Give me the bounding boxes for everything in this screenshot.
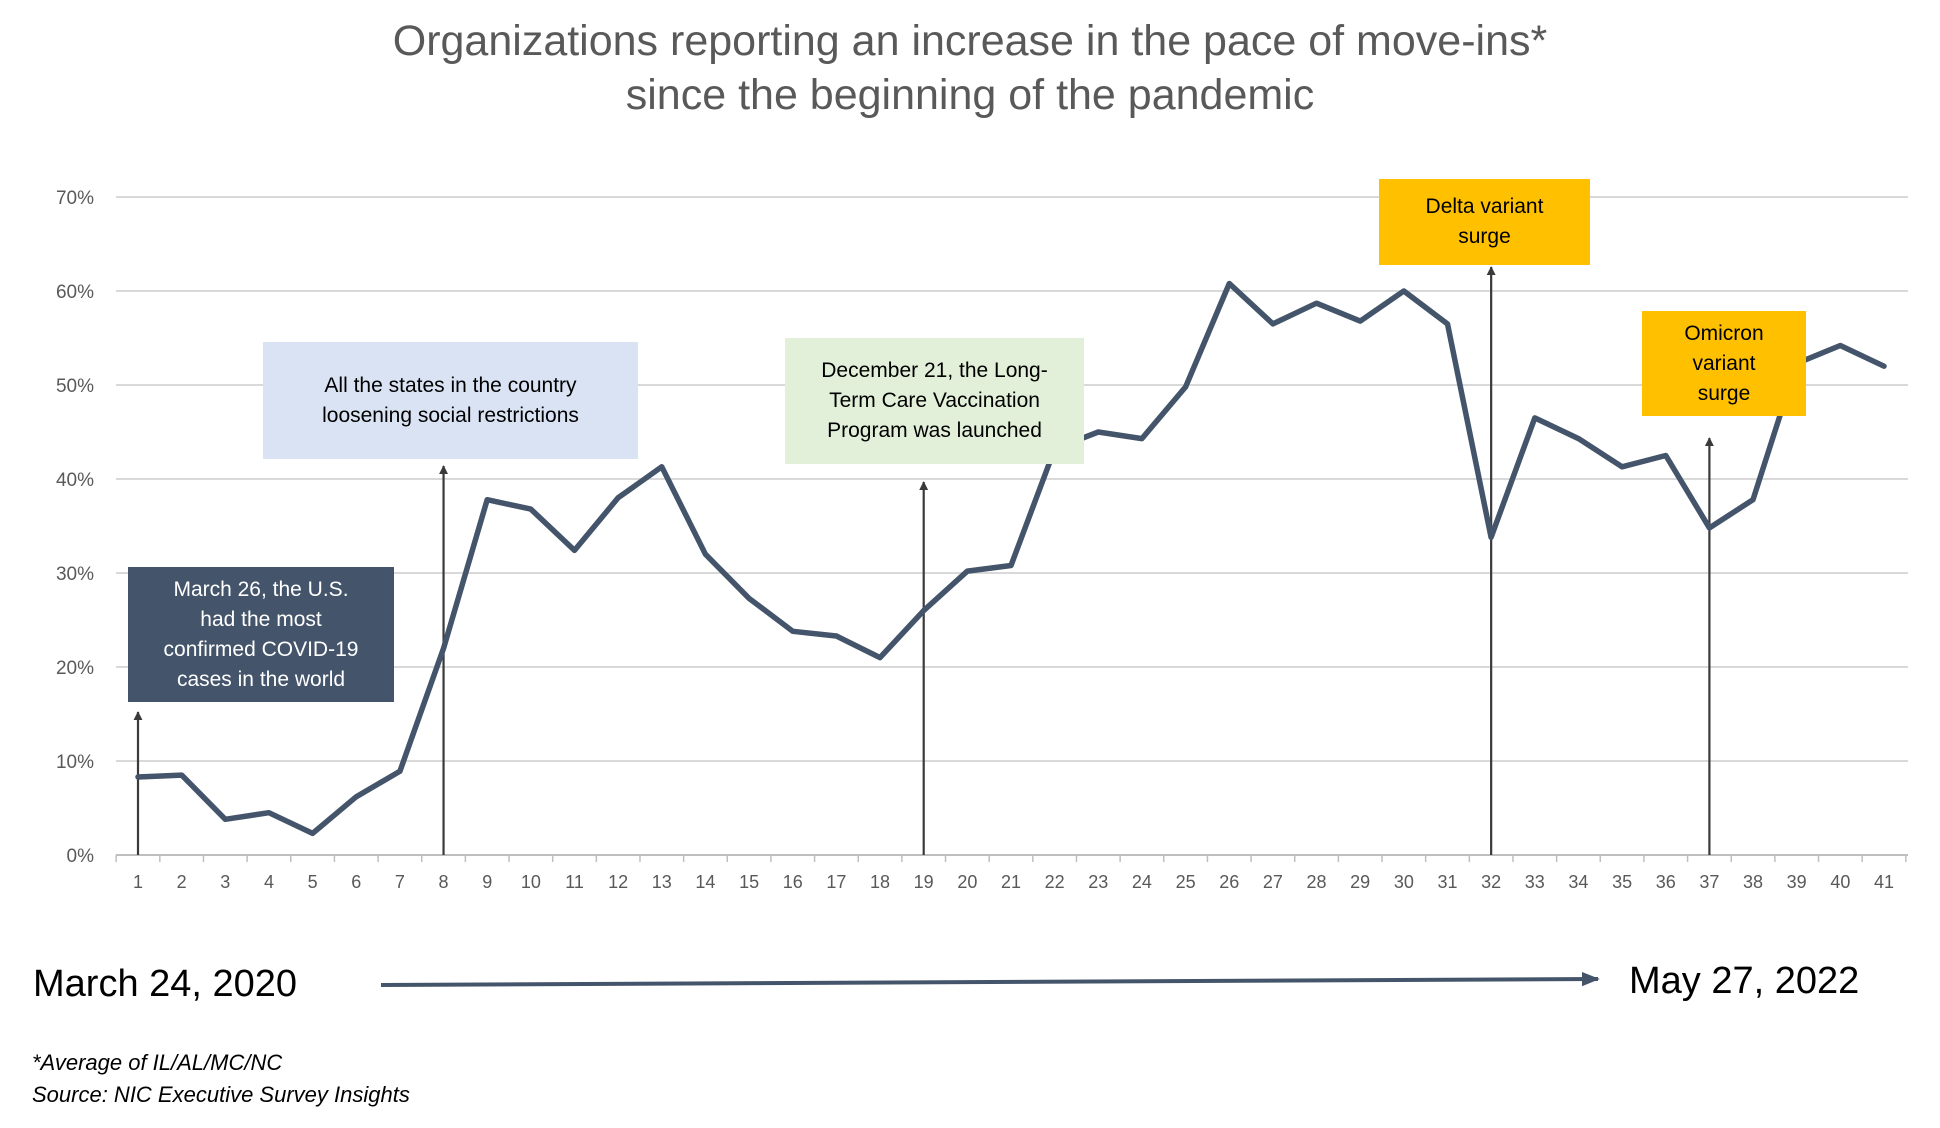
x-tick-label-16: 16 [783,872,803,892]
x-tick-label-21: 21 [1001,872,1021,892]
x-tick-label-38: 38 [1743,872,1763,892]
timeline-start-date: March 24, 2020 [33,963,298,1005]
callout-social-restrictions: All the states in the country loosening … [263,342,638,459]
x-tick-label-37: 37 [1699,872,1719,892]
callout-delta-variant: Delta variant surge [1379,179,1590,265]
y-tick-label-30: 30% [56,564,94,585]
x-tick-label-24: 24 [1132,872,1152,892]
x-tick-label-1: 1 [133,872,143,892]
x-tick-label-9: 9 [482,872,492,892]
callout-social-restrictions-text: All the states in the country loosening … [322,373,579,427]
callout-march-26-text: March 26, the U.S. had the most confirme… [163,577,359,691]
chart-title-line-2: since the beginning of the pandemic [625,71,1315,119]
y-tick-label-60: 60% [56,282,94,303]
x-tick-label-12: 12 [608,872,628,892]
x-tick-label-33: 33 [1525,872,1545,892]
y-tick-label-50: 50% [56,376,94,397]
x-tick-label-14: 14 [695,872,715,892]
x-tick-label-10: 10 [521,872,541,892]
x-tick-label-36: 36 [1656,872,1676,892]
callout-vaccination-program-text: December 21, the Long- Term Care Vaccina… [821,359,1048,442]
x-tick-label-17: 17 [826,872,846,892]
x-tick-label-22: 22 [1045,872,1065,892]
x-tick-label-2: 2 [177,872,187,892]
x-tick-label-15: 15 [739,872,759,892]
x-tick-label-35: 35 [1612,872,1632,892]
x-tick-label-20: 20 [957,872,977,892]
x-tick-label-27: 27 [1263,872,1283,892]
x-tick-label-31: 31 [1437,872,1457,892]
callout-vaccination-program: December 21, the Long- Term Care Vaccina… [785,338,1084,464]
x-tick-label-39: 39 [1787,872,1807,892]
x-tick-label-3: 3 [220,872,230,892]
callout-omicron-variant-text: Omicron variant surge [1684,321,1764,405]
x-tick-label-8: 8 [439,872,449,892]
x-tick-label-40: 40 [1830,872,1850,892]
x-tick-label-26: 26 [1219,872,1239,892]
x-tick-label-11: 11 [565,872,584,892]
x-tick-label-19: 19 [914,872,934,892]
footnote-average: *Average of IL/AL/MC/NC [32,1050,283,1075]
x-tick-label-32: 32 [1481,872,1501,892]
x-tick-label-7: 7 [395,872,405,892]
callout-march-26: March 26, the U.S. had the most confirme… [128,567,394,702]
y-tick-label-20: 20% [56,658,94,679]
footnote-source: Source: NIC Executive Survey Insights [32,1082,410,1107]
x-tick-label-4: 4 [264,872,274,892]
x-tick-label-23: 23 [1088,872,1108,892]
chart-title: Organizations reporting an increase in t… [0,14,1940,122]
x-tick-label-18: 18 [870,872,890,892]
x-tick-label-13: 13 [652,872,672,892]
x-tick-label-34: 34 [1568,872,1588,892]
y-tick-label-40: 40% [56,470,94,491]
x-tick-label-6: 6 [351,872,361,892]
x-tick-label-5: 5 [308,872,318,892]
chart-title-line-1: Organizations reporting an increase in t… [392,17,1548,65]
x-tick-label-41: 41 [1874,872,1894,892]
timeline-end-date: May 27, 2022 [1629,960,1860,1002]
y-tick-label-70: 70% [56,188,94,209]
y-tick-label-0: 0% [67,846,95,867]
callout-delta-variant-text: Delta variant surge [1425,195,1544,248]
series-line [135,280,1887,837]
x-tick-label-30: 30 [1394,872,1414,892]
timeline-arrow [380,971,1600,987]
callout-omicron-variant: Omicron variant surge [1642,311,1806,416]
x-tick-label-28: 28 [1307,872,1327,892]
y-tick-label-10: 10% [56,752,94,773]
x-tick-label-25: 25 [1176,872,1196,892]
x-tick-label-29: 29 [1350,872,1370,892]
